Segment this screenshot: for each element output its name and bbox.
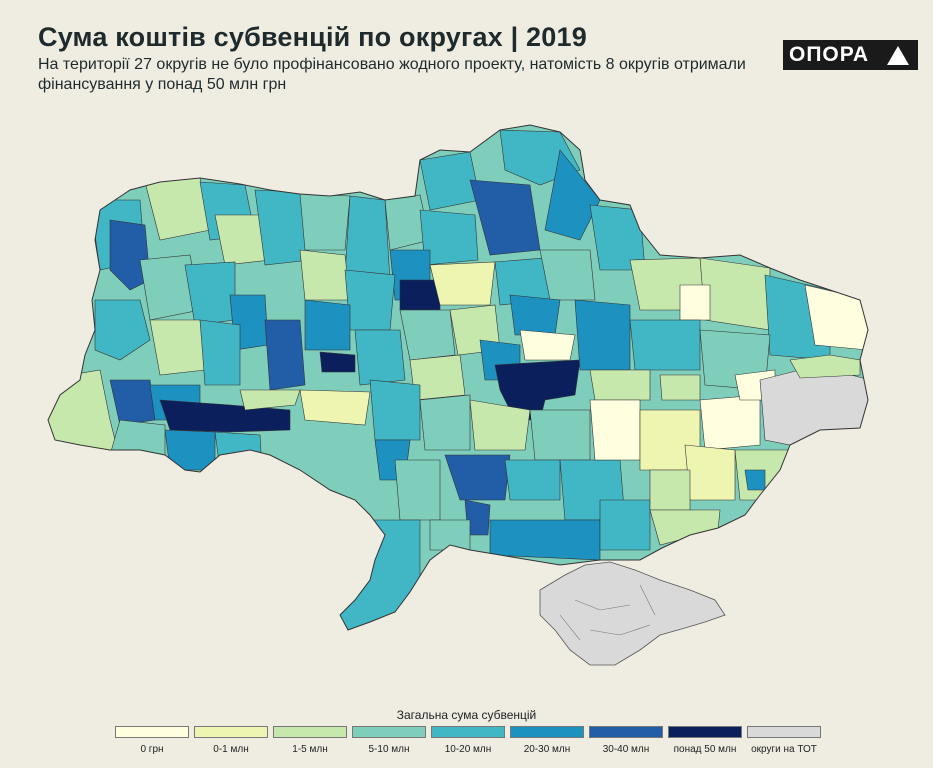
page-title: Сума коштів субвенцій по округах | 2019 [38, 22, 587, 52]
opora-logo: ОПОРА [783, 40, 918, 70]
legend-item: 0 грн [114, 726, 190, 755]
legend-swatch [589, 726, 663, 738]
legend-swatch [510, 726, 584, 738]
ukraine-districts-map [47, 124, 869, 666]
legend-swatch [194, 726, 268, 738]
legend-swatch [668, 726, 742, 738]
legend-item: понад 50 млн [667, 726, 743, 755]
legend: 0 грн 0-1 млн 1-5 млн 5-10 млн 10-20 млн… [114, 726, 824, 756]
legend-label: 0-1 млн [213, 744, 249, 755]
legend-swatch [431, 726, 505, 738]
legend-label: понад 50 млн [673, 744, 737, 755]
legend-item: 20-30 млн [509, 726, 585, 755]
legend-label: 5-10 млн [368, 744, 410, 755]
legend-label: 30-40 млн [602, 744, 650, 755]
legend-swatch [115, 726, 189, 738]
logo-text: ОПОРА [789, 43, 870, 66]
legend-swatch [352, 726, 426, 738]
legend-label: 10-20 млн [444, 744, 492, 755]
legend-label: 0 грн [140, 744, 164, 755]
triangle-icon [887, 45, 909, 65]
legend-item: 5-10 млн [351, 726, 427, 755]
crimea-region [539, 561, 726, 666]
legend-item: 0-1 млн [193, 726, 269, 755]
legend-title: Загальна сума субвенцій [396, 708, 537, 722]
legend-item: 30-40 млн [588, 726, 664, 755]
legend-item: 1-5 млн [272, 726, 348, 755]
legend-label: 1-5 млн [292, 744, 328, 755]
legend-swatch [273, 726, 347, 738]
legend-label: округи на ТОТ [751, 744, 817, 755]
legend-item: округи на ТОТ [746, 726, 822, 755]
page-subtitle: На території 27 округів не було профінан… [38, 56, 746, 93]
legend-item: 10-20 млн [430, 726, 506, 755]
legend-swatch [747, 726, 821, 738]
legend-label: 20-30 млн [523, 744, 571, 755]
